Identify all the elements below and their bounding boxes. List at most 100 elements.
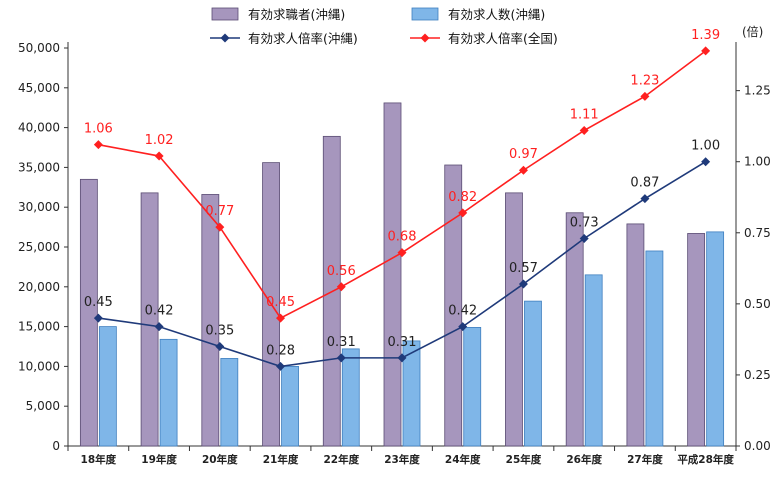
data-label-national: 0.77 [205, 204, 234, 219]
bar-jobseekers [626, 223, 645, 447]
bar-jobseekers [565, 212, 584, 447]
point-okinawa [579, 233, 589, 243]
bar-jobseekers [140, 192, 159, 447]
left-tick-label: 10,000 [18, 359, 60, 373]
data-label-okinawa: 0.45 [84, 295, 113, 310]
left-tick-label: 30,000 [18, 200, 60, 214]
x-tick-label: 26年度 [566, 453, 602, 466]
bar-openings [645, 250, 664, 447]
data-label-national: 1.06 [84, 122, 113, 137]
data-label-okinawa: 0.28 [266, 343, 295, 358]
data-label-okinawa: 1.00 [691, 139, 720, 154]
data-label-okinawa: 0.42 [448, 304, 477, 319]
left-tick-label: 25,000 [18, 240, 60, 254]
data-label-national: 1.02 [145, 133, 174, 148]
data-label-national: 1.11 [570, 107, 599, 122]
point-okinawa [276, 361, 286, 371]
data-labels: 0.45 0.42 0.35 0.28 0.31 0.31 0.42 0.57 0.73 0.87… [84, 28, 720, 359]
point-national [518, 165, 528, 175]
point-national [336, 282, 346, 292]
x-tick-label: 23年度 [384, 453, 420, 466]
legend-label: 有効求職者(沖縄) [248, 7, 345, 22]
data-label-okinawa: 0.57 [509, 261, 538, 276]
bar-jobseekers [505, 192, 523, 447]
bar-openings [706, 231, 725, 447]
point-okinawa [215, 342, 225, 351]
point-national [397, 248, 407, 258]
point-okinawa [397, 353, 407, 363]
left-tick-label: 50,000 [18, 41, 60, 55]
data-label-national: 1.23 [630, 73, 659, 88]
data-label-okinawa: 0.42 [145, 304, 174, 319]
left-tick-label: 20,000 [18, 280, 60, 294]
x-tick-label: 20年度 [202, 453, 238, 466]
left-tick-label: 0 [52, 439, 60, 453]
bar-openings [98, 326, 117, 447]
legend-label: 有効求人数(沖縄) [448, 7, 545, 22]
data-label-okinawa: 0.87 [630, 176, 659, 191]
x-tick-label: 25年度 [506, 453, 542, 466]
bar-openings [159, 338, 178, 447]
lines [93, 46, 711, 371]
x-tick-label: 平成28年度 [677, 453, 734, 466]
point-okinawa [458, 322, 468, 332]
data-label-okinawa: 0.31 [388, 335, 417, 350]
bar-jobseekers [201, 194, 220, 447]
data-label-okinawa: 0.35 [205, 324, 234, 339]
point-national [640, 91, 650, 101]
legend-swatch [211, 7, 239, 21]
point-national [458, 208, 468, 218]
data-label-national: 0.97 [509, 147, 538, 162]
x-tick-label: 27年度 [627, 453, 663, 466]
right-tick-label: 0.50 [744, 297, 771, 311]
point-okinawa [336, 353, 346, 363]
point-national [154, 151, 164, 161]
bar-openings [281, 365, 299, 447]
left-tick-label: 5,000 [26, 399, 60, 413]
x-tick-label: 21年度 [263, 453, 299, 466]
left-tick-label: 45,000 [18, 81, 60, 95]
bar-jobseekers [383, 102, 402, 447]
bar-openings [463, 326, 482, 447]
bar-openings [341, 348, 360, 447]
data-label-national: 1.39 [691, 28, 720, 43]
bar-openings [220, 358, 239, 447]
right-tick-label: 0.75 [744, 226, 771, 240]
x-tick-label: 22年度 [323, 453, 359, 466]
axes: 0 5,000 10,000 15,000 20,000 25,000 30,000 35,0… [18, 24, 771, 466]
data-label-national: 0.56 [327, 264, 356, 279]
bar-jobseekers [687, 233, 706, 447]
series-line-national [98, 50, 707, 320]
bar-openings [402, 340, 421, 447]
data-label-national: 0.68 [388, 230, 417, 245]
x-tick-label: 24年度 [445, 453, 481, 466]
left-tick-label: 15,000 [18, 320, 60, 334]
point-okinawa [93, 313, 103, 323]
point-national [276, 313, 286, 323]
bars [79, 102, 725, 447]
bar-jobseekers [444, 164, 463, 447]
right-tick-label: 0.25 [744, 368, 771, 382]
legend-label: 有効求人倍率(沖縄) [248, 31, 358, 46]
legend-marker [420, 33, 430, 43]
right-tick-label: 0.00 [744, 439, 771, 453]
data-label-national: 0.45 [266, 295, 295, 310]
data-label-okinawa: 0.31 [327, 335, 356, 350]
point-national [579, 125, 589, 135]
data-label-national: 0.82 [448, 190, 477, 205]
point-okinawa [518, 279, 528, 289]
legend-label: 有効求人倍率(全国) [448, 31, 558, 46]
right-tick-label: 1.25 [744, 84, 771, 98]
left-tick-label: 35,000 [18, 160, 60, 174]
point-national [215, 222, 225, 232]
right-axis-unit: (倍) [742, 24, 763, 39]
point-national [701, 46, 711, 56]
left-tick-label: 40,000 [18, 121, 60, 135]
point-okinawa [640, 194, 650, 204]
point-okinawa [701, 157, 711, 167]
legend-marker [220, 33, 230, 43]
x-tick-label: 18年度 [81, 453, 117, 466]
right-tick-label: 1.00 [744, 155, 771, 169]
data-label-okinawa: 0.73 [570, 215, 599, 230]
